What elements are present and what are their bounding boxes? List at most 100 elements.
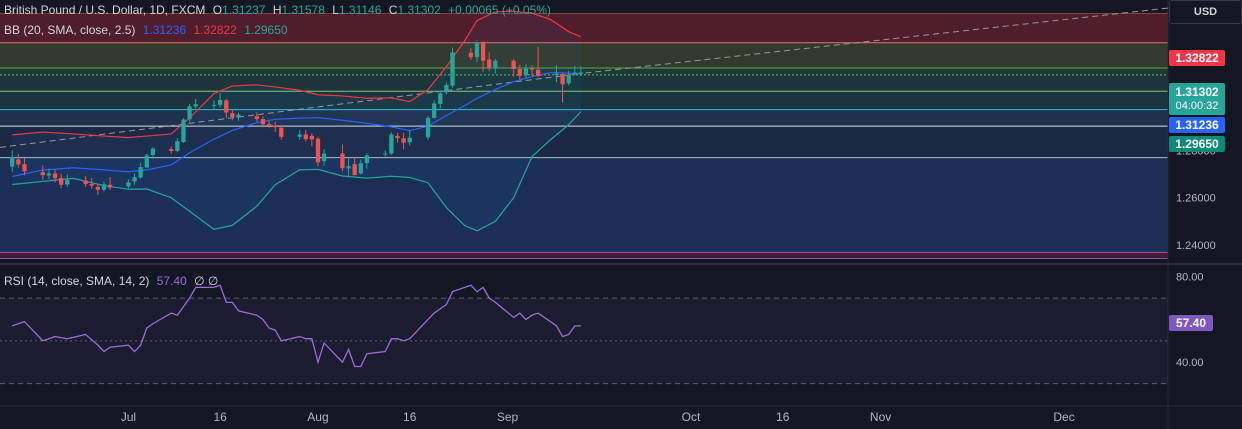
candle-body (218, 99, 223, 105)
rsi-legend[interactable]: RSI (14, close, SMA, 14, 2) 57.40 ∅ ∅ (4, 274, 222, 288)
candle (181, 118, 186, 143)
level-zone (0, 68, 1168, 75)
candle (46, 168, 52, 180)
high-value: 1.31578 (281, 3, 325, 17)
symbol-title: British Pound / U.S. Dollar, 1D, FXCM (4, 3, 206, 17)
candle-body (578, 72, 584, 74)
candle (511, 59, 516, 77)
candle-body (438, 93, 443, 104)
price-tick-label: 1.26000 (1176, 193, 1216, 205)
candle (340, 144, 345, 172)
time-tick-label: 16 (776, 410, 790, 424)
candle-body (83, 180, 88, 185)
candle (273, 121, 278, 133)
candle (523, 64, 529, 79)
candle-body (401, 138, 406, 143)
candle-body (395, 135, 400, 139)
candle-body (535, 69, 541, 76)
time-tick-label: Sep (497, 410, 519, 424)
candle (364, 153, 370, 169)
candle (150, 147, 156, 159)
time-tick-label: Jul (121, 410, 136, 424)
candle (554, 65, 559, 83)
level-zone (0, 13, 1168, 43)
currency-button[interactable]: USD (1169, 0, 1242, 24)
bb-upper-line (12, 10, 582, 139)
candle-body (560, 74, 565, 85)
level-zone (0, 157, 1168, 253)
candle (358, 159, 363, 175)
candle-body (425, 117, 431, 138)
rsi-label: RSI (14, close, SMA, 14, 2) (4, 274, 150, 288)
symbol-legend: British Pound / U.S. Dollar, 1D, FXCM O1… (4, 3, 555, 17)
candle-body (260, 119, 266, 125)
bb-upper-value: 1.32822 (193, 23, 237, 37)
candle-body (315, 138, 321, 163)
rsi-badge: 57.40 (1169, 315, 1213, 331)
candle (230, 109, 235, 121)
close-value: 1.31302 (397, 3, 441, 17)
candle (101, 181, 107, 192)
candle (493, 58, 498, 74)
candle-body (523, 68, 529, 76)
rsi-tick-label: 40.00 (1176, 357, 1204, 369)
candle-body (358, 163, 363, 174)
last-price-value: 1.31302 (1175, 85, 1219, 99)
price-change: +0.00065 (+0.05%) (448, 3, 551, 17)
candle-body (493, 60, 498, 69)
candle (529, 65, 535, 76)
bb-lower-value: 1.29650 (244, 23, 288, 37)
upper-band-badge: 1.32822 (1169, 50, 1225, 66)
candle-body (16, 159, 21, 165)
candle-body (187, 106, 192, 120)
candle (315, 136, 321, 167)
candle (40, 165, 45, 180)
time-tick-label: 16 (213, 410, 227, 424)
candle (438, 90, 443, 109)
candle-body (101, 184, 107, 190)
candle (224, 98, 229, 118)
candle (517, 64, 522, 80)
time-tick-label: Dec (1053, 410, 1074, 424)
candle (425, 115, 431, 140)
high-label: H (272, 3, 282, 17)
candle-body (352, 164, 357, 176)
candle-body (138, 167, 143, 178)
candle (309, 133, 315, 147)
candle-body (22, 164, 27, 172)
candle-body (566, 75, 571, 84)
candle (236, 112, 241, 121)
candle-body (554, 73, 559, 75)
candle (303, 129, 308, 142)
candle (572, 65, 577, 76)
candle (535, 46, 541, 78)
candle-body (517, 68, 522, 76)
candle-body (321, 153, 327, 162)
level-zone (0, 74, 1168, 92)
level-zone (0, 91, 1168, 110)
candle (169, 146, 174, 154)
candle-body (432, 103, 437, 118)
candle-body (150, 148, 156, 155)
candle (401, 132, 406, 150)
candle-body (572, 72, 577, 74)
candle-body (175, 141, 180, 151)
candle (107, 176, 113, 191)
candle (321, 149, 327, 166)
bb-basis-line (12, 71, 581, 178)
low-value: 1.31146 (338, 3, 382, 17)
candle (346, 158, 351, 178)
candle (432, 100, 437, 119)
level-zone (0, 252, 1168, 259)
candle-body (65, 180, 70, 185)
bb-label: BB (20, SMA, close, 2.5) (4, 23, 136, 37)
candle-body (346, 166, 351, 169)
candle-body (59, 178, 64, 185)
bb-legend[interactable]: BB (20, SMA, close, 2.5) 1.31236 1.32822… (4, 23, 292, 37)
level-zone (0, 109, 1168, 127)
last-price-badge: 1.31302 04:00:32 (1169, 83, 1225, 115)
candle-body (132, 177, 137, 182)
candle (144, 153, 149, 169)
candle (89, 178, 94, 189)
